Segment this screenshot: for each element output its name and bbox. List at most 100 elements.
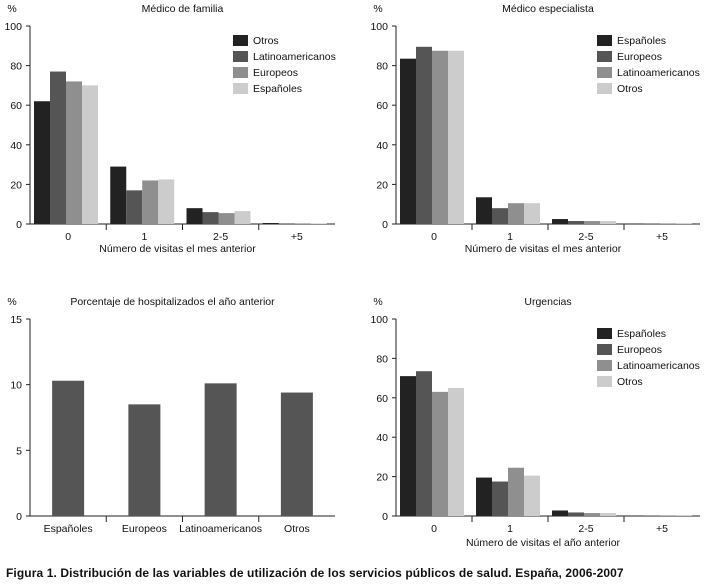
legend-label-latinoamericanos: Latinoamericanos [253,51,336,63]
y-tick-label: 40 [376,140,388,152]
bar-espanoles-0 [400,376,416,516]
x-tick-label-2-5: 2-5 [578,523,593,535]
y-tick-label: 40 [10,140,22,152]
legend-swatch-latinoamericanos [233,51,248,62]
legend-swatch-europeos [597,344,612,355]
y-tick-label: 80 [376,353,388,365]
x-tick-label-0: 0 [431,523,437,535]
y-tick-label: 20 [376,179,388,191]
bar-europeos-1 [142,180,159,224]
bar-otros-2-5 [600,221,616,224]
legend-swatch-latinoamericanos [597,360,612,371]
chart-panel-urgencias: Urgencias% 0 20 40 60 80 100 0 1 2-5 +5 Número de v… [370,296,700,549]
x-tick-label-0: 0 [65,231,71,243]
bar-europeos-1 [492,481,508,516]
legend-label-otros: Otros [617,83,643,95]
figure-caption: Figura 1. Distribución de las variables … [6,566,624,580]
bar-otros-0 [34,101,50,224]
x-tick-label-1: 1 [507,523,513,535]
x-tick-label-1: 1 [507,231,513,243]
bar-otros-0 [448,50,464,224]
chart-title: Médico especialista [502,3,594,15]
legend-label-espanoles: Españoles [253,83,302,95]
bar-espanoles-1 [476,477,492,516]
y-tick-label: 80 [376,61,388,73]
bar-europeos-2-5 [568,512,584,516]
chart-panel-medico-de-familia: Médico de familia% 0 20 40 60 80 100 0 1 2-5 +5 Núm… [4,3,335,255]
y-tick-label: 0 [382,219,388,231]
y-tick-label: 60 [376,393,388,405]
y-tick-label: 60 [376,100,388,112]
legend-swatch-otros [597,376,612,387]
x-tick-label-latinoamericanos: Latinoamericanos [179,523,262,535]
x-tick-label-2-5: 2-5 [578,231,593,243]
y-tick-label: 100 [370,21,388,33]
bar-espanoles-2-5 [234,211,251,224]
bar-espanoles-0 [400,58,416,224]
legend-swatch-europeos [597,51,612,62]
bar-otros-1 [110,166,127,224]
legend-swatch-otros [597,83,612,94]
bar-europeos-5 [294,223,311,224]
y-tick-label: 5 [16,445,22,457]
bar-latinoamericanos-0 [432,50,448,224]
bar-latinoamericanos-2-5 [202,212,219,224]
bar-latinoamericanos-2-5 [584,221,600,224]
legend-swatch-espanoles [597,328,612,339]
y-tick-label: 80 [10,61,22,73]
x-tick-label-espanoles: Españoles [44,523,93,535]
legend-label-otros: Otros [253,35,279,47]
legend-swatch-otros [233,35,248,46]
x-axis-label: Número de visitas el año anterior [466,537,621,549]
legend-label-europeos: Europeos [253,67,298,79]
bar-latinoamericanos [204,383,237,516]
bar-latinoamericanos-1 [508,467,524,516]
chart-legend: Españoles Europeos Latinoamericanos Otros [597,328,700,388]
y-tick-label: 15 [10,314,22,326]
chart-title: Médico de familia [142,3,224,15]
y-axis-unit-label: % [7,3,16,15]
bar-latinoamericanos-0 [50,71,66,224]
bar-espanoles-0 [82,85,98,225]
bar-otros-2-5 [186,208,203,224]
x-tick-label-5: +5 [656,231,668,243]
y-tick-label: 100 [370,314,388,326]
bar-latinoamericanos-0 [432,391,448,516]
x-tick-label-5: +5 [291,231,303,243]
bar-otros-0 [448,387,464,516]
bar-espanoles-5 [310,223,327,224]
bar-europeos-2-5 [218,213,235,224]
bar-otros-2-5 [600,513,616,516]
bar-latinoamericanos-2-5 [584,513,600,516]
y-tick-label: 100 [4,21,22,33]
legend-label-espanoles: Españoles [617,35,666,47]
y-axis-unit-label: % [7,296,16,308]
bar-europeos [128,404,161,516]
bar-latinoamericanos-1 [126,190,143,224]
y-tick-label: 0 [16,511,22,523]
y-tick-label: 0 [382,511,388,523]
x-tick-label-2-5: 2-5 [213,231,228,243]
y-tick-label: 10 [10,380,22,392]
y-tick-label: 0 [16,219,22,231]
chart-title: Urgencias [524,296,571,308]
bar-europeos-0 [416,371,432,516]
bar-otros [280,392,313,516]
legend-label-latinoamericanos: Latinoamericanos [617,360,700,372]
bar-europeos-0 [66,81,82,224]
bar-latinoamericanos-1 [508,203,524,224]
bar-espanoles-2-5 [552,510,568,516]
bar-otros-5 [262,223,279,224]
x-axis-label: Número de visitas el mes anterior [465,243,622,255]
x-tick-label-1: 1 [141,231,147,243]
legend-label-europeos: Europeos [617,344,662,356]
y-tick-label: 60 [10,100,22,112]
x-axis-label: Número de visitas el mes anterior [99,243,256,255]
legend-swatch-latinoamericanos [597,67,612,78]
bar-latinoamericanos-5 [278,223,295,224]
legend-label-europeos: Europeos [617,51,662,63]
bar-espanoles-2-5 [552,219,568,224]
x-tick-label-5: +5 [656,523,668,535]
legend-swatch-espanoles [233,83,248,94]
bar-europeos-2-5 [568,221,584,224]
